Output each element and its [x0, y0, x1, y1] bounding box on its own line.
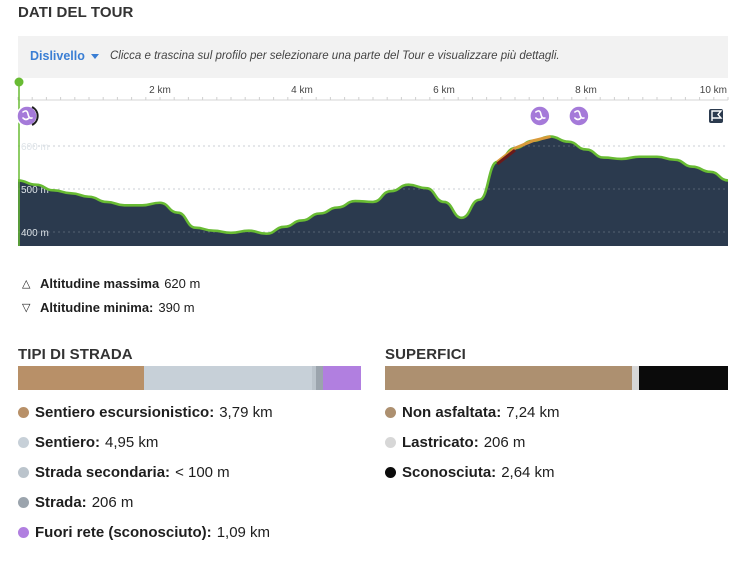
legend-dot	[385, 437, 396, 448]
bar-segment	[312, 366, 316, 390]
legend-dot	[385, 407, 396, 418]
y-tick-label: 500 m	[21, 185, 49, 196]
y-tick-label: 400 m	[21, 228, 49, 239]
bar-segment	[322, 366, 361, 390]
legend-name: Lastricato:	[402, 434, 479, 451]
elevation-line	[17, 135, 729, 236]
bar-segment	[638, 366, 728, 390]
x-tick-label: 10 km	[700, 85, 727, 96]
elevation-profile-chart[interactable]: 2 km 4 km 6 km 8 km 10 km 400 m 500 m 600 m	[0, 76, 748, 248]
legend-value: 7,24 km	[506, 404, 560, 421]
legend-name: Fuori rete (sconosciuto):	[35, 524, 212, 541]
triangle-down-icon: ▽	[22, 302, 31, 314]
legend-name: Strada secondaria:	[35, 464, 171, 481]
legend-item: Fuori rete (sconosciuto): 1,09 km	[18, 524, 270, 541]
x-tick-label: 4 km	[291, 85, 313, 96]
bar-segment	[18, 366, 144, 390]
bar-segment	[631, 366, 639, 390]
legend-dot	[18, 467, 29, 478]
road-types-bar	[18, 366, 361, 390]
legend-dot	[18, 497, 29, 508]
profile-toolbar: Dislivello Clicca e trascina sul profilo…	[18, 36, 728, 78]
legend-name: Sentiero:	[35, 434, 101, 451]
steep-segment	[496, 135, 551, 164]
max-altitude: △ Altitudine massima 620 m	[22, 276, 200, 291]
legend-name: Sentiero escursionistico:	[35, 404, 215, 421]
legend-item: Strada secondaria: < 100 m	[18, 464, 230, 481]
start-pin-icon	[14, 77, 24, 87]
legend-value: 1,09 km	[216, 524, 271, 541]
legend-item: Sentiero escursionistico: 3,79 km	[18, 404, 273, 421]
legend-item: Lastricato: 206 m	[385, 434, 525, 451]
min-altitude-label: Altitudine minima:	[40, 300, 154, 315]
finish-flag-icon[interactable]	[709, 109, 723, 123]
elevation-area	[18, 136, 728, 246]
profile-hint: Clicca e trascina sul profilo per selezi…	[110, 50, 560, 62]
start-marker-edge	[31, 106, 39, 126]
legend-value: 3,79 km	[219, 404, 273, 421]
road-types-title: TIPI DI STRADA	[18, 346, 133, 363]
legend-name: Sconosciuta:	[402, 464, 497, 481]
legend-dot	[18, 437, 29, 448]
bar-segment	[144, 366, 312, 390]
max-altitude-value: 620 m	[164, 276, 201, 291]
triangle-up-icon: △	[22, 278, 31, 290]
legend-dot	[385, 467, 396, 478]
bar-segment	[315, 366, 323, 390]
legend-item: Strada: 206 m	[18, 494, 133, 511]
x-tick-label: 6 km	[433, 85, 455, 96]
legend-value: < 100 m	[175, 464, 230, 481]
legend-item: Sconosciuta: 2,64 km	[385, 464, 555, 481]
min-altitude: ▽ Altitudine minima: 390 m	[22, 300, 195, 315]
x-tick-label: 2 km	[149, 85, 171, 96]
legend-dot	[18, 527, 29, 538]
legend-value: 206 m	[483, 434, 526, 451]
legend-value: 206 m	[91, 494, 134, 511]
bar-segment	[385, 366, 632, 390]
waypoint-icon[interactable]	[529, 105, 551, 127]
legend-value: 4,95 km	[105, 434, 159, 451]
x-tick-label: 8 km	[575, 85, 597, 96]
legend-name: Non asfaltata:	[402, 404, 502, 421]
legend-item: Sentiero: 4,95 km	[18, 434, 158, 451]
chevron-down-icon	[90, 54, 99, 59]
max-altitude-label: Altitudine massima	[40, 276, 160, 291]
y-tick-label: 600 m	[21, 142, 49, 153]
steepest-segment	[496, 148, 516, 166]
legend-name: Strada:	[35, 494, 87, 511]
surfaces-bar	[385, 366, 728, 390]
elevation-dropdown-label: Dislivello	[30, 49, 85, 63]
waypoint-icon[interactable]	[568, 105, 590, 127]
legend-dot	[18, 407, 29, 418]
tour-data-title: DATI DEL TOUR	[18, 4, 134, 21]
legend-item: Non asfaltata: 7,24 km	[385, 404, 560, 421]
min-altitude-value: 390 m	[158, 300, 195, 315]
elevation-dropdown[interactable]: Dislivello	[30, 49, 99, 63]
legend-value: 2,64 km	[501, 464, 555, 481]
surfaces-title: SUPERFICI	[385, 346, 466, 363]
